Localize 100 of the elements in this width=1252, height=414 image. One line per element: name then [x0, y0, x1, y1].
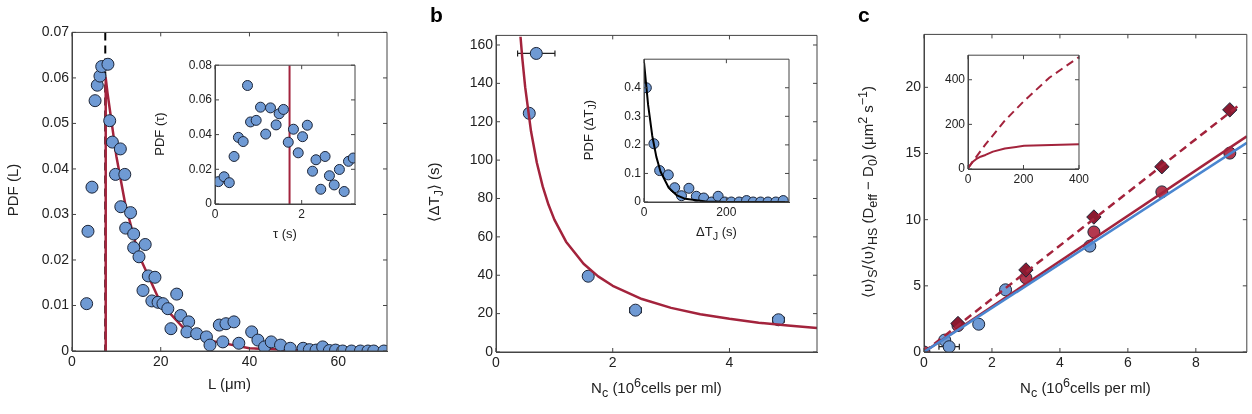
y-tick-label: 10 [905, 210, 922, 227]
point [242, 80, 254, 91]
y-tick-label: 0.2 [624, 137, 642, 152]
y-tick-label: 0 [913, 342, 922, 359]
x-tick-label: 20 [152, 353, 169, 370]
y-tick-label: 0.02 [188, 161, 213, 176]
y-tick-label: 200 [944, 116, 966, 131]
y-tick-label: 0.07 [41, 23, 70, 40]
x-tick-label: 6 [1123, 354, 1132, 371]
chart-title: b [430, 3, 443, 26]
point [132, 250, 146, 264]
y-tick-label: 400 [944, 72, 966, 87]
y-tick-label: 0.1 [624, 165, 642, 180]
y-tick-label: 0 [61, 341, 70, 358]
y-tick-label: 20 [477, 304, 494, 321]
y-tick-label: 140 [469, 74, 494, 91]
y-tick-label: 60 [477, 227, 494, 244]
point [942, 340, 956, 352]
x-tick-label: 4 [1056, 354, 1065, 371]
point [260, 128, 272, 140]
point [255, 101, 267, 113]
point [101, 57, 115, 71]
x-tick-label: 2 [988, 354, 997, 371]
x-tick-label: 200 [1013, 171, 1034, 186]
point [264, 102, 276, 114]
point [287, 123, 299, 135]
point [319, 150, 331, 162]
x-axis-title: N$_{c}$ (10$^{6}$cells per ml) [591, 376, 722, 400]
point [250, 114, 262, 126]
point [310, 154, 322, 166]
point [972, 317, 986, 331]
y-tick-label: 0.01 [41, 296, 70, 313]
y-axis-title: PDF (L) [3, 163, 21, 217]
y-tick-label: 20 [905, 78, 922, 95]
y-tick-label: 0.06 [41, 68, 70, 85]
x-axis-title: ΔT$_{J}$ (s) [696, 224, 737, 242]
y-tick-label: 0.4 [624, 80, 642, 95]
y-tick-label: 0 [634, 194, 642, 209]
point [114, 200, 128, 214]
x-tick-label: 8 [1191, 354, 1200, 371]
y-tick-label: 0.06 [188, 92, 213, 107]
x-tick-label: 2 [608, 354, 617, 371]
point [170, 287, 184, 301]
x-axis-title: τ (s) [273, 226, 297, 241]
y-tick-label: 0.04 [41, 159, 70, 176]
point [237, 136, 249, 148]
point [203, 338, 217, 351]
y-tick-label: 100 [469, 150, 494, 167]
y-tick-label: 0.02 [41, 250, 70, 267]
point [161, 302, 175, 316]
point [333, 163, 345, 175]
point [164, 322, 178, 336]
point [223, 177, 235, 189]
x-tick-label: 2 [298, 206, 306, 221]
point [113, 142, 127, 156]
point [297, 131, 309, 143]
y-tick-label: 0.08 [188, 57, 213, 72]
point [307, 165, 319, 177]
y-tick-label: 0.04 [188, 126, 213, 141]
point [301, 119, 313, 131]
point [81, 224, 95, 238]
y-axis-title: PDF (τ) [151, 111, 167, 156]
y-tick-label: 15 [905, 144, 922, 161]
point [136, 283, 150, 297]
y-tick-label: 160 [469, 35, 494, 52]
point [216, 335, 230, 349]
y-tick-label: 120 [469, 112, 494, 129]
point [105, 135, 119, 149]
y-tick-label: 0.05 [41, 114, 70, 131]
point [282, 136, 294, 148]
point [315, 183, 327, 195]
y-tick-label: 5 [913, 276, 922, 293]
x-axis-title: N$_{c}$ (10$^{6}$cells per ml) [1020, 376, 1151, 400]
x-tick-label: 200 [716, 204, 737, 219]
point [85, 180, 99, 194]
point [328, 179, 340, 191]
point [138, 238, 152, 251]
point [228, 150, 240, 162]
y-tick-label: 0.3 [624, 108, 642, 123]
point [118, 167, 132, 181]
y-tick-label: 80 [477, 189, 494, 206]
point [127, 227, 141, 241]
y-tick-label: 0.03 [41, 205, 70, 222]
point [581, 269, 595, 283]
x-tick-label: 4 [725, 354, 734, 371]
point [277, 103, 289, 115]
point [88, 94, 102, 108]
point [292, 147, 304, 159]
y-tick-label: 0 [958, 161, 966, 176]
point [103, 114, 117, 128]
x-axis-title: L (μm) [207, 375, 252, 392]
point [232, 336, 246, 350]
y-tick-label: 40 [477, 266, 494, 283]
point [227, 315, 241, 329]
point [323, 170, 335, 182]
point [529, 46, 543, 60]
point [124, 206, 138, 220]
point [148, 270, 162, 284]
x-tick-label: 60 [330, 353, 347, 370]
x-tick-label: 40 [241, 353, 258, 370]
